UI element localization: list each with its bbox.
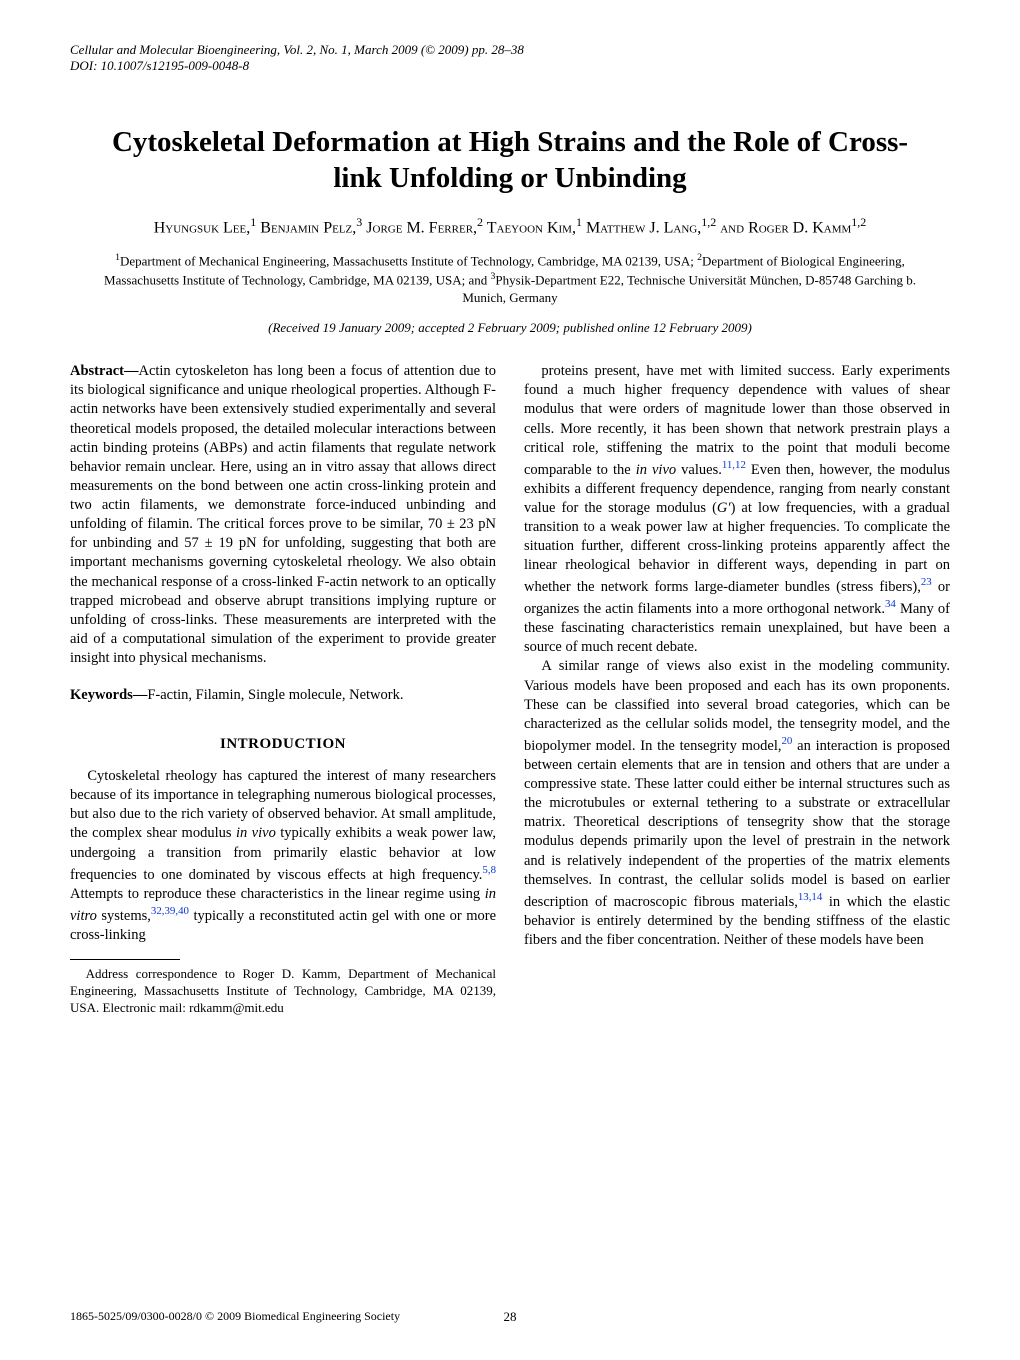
- section-heading-introduction: INTRODUCTION: [70, 735, 496, 755]
- journal-line: Cellular and Molecular Bioengineering, V…: [70, 42, 524, 58]
- running-head-left: Cellular and Molecular Bioengineering, V…: [70, 42, 524, 74]
- footer-left: 1865-5025/09/0300-0028/0 © 2009 Biomedic…: [70, 1309, 400, 1324]
- intro-paragraph-2: proteins present, have met with limited …: [524, 362, 950, 657]
- doi-line: DOI: 10.1007/s12195-009-0048-8: [70, 58, 524, 74]
- keywords-label: Keywords—: [70, 687, 147, 703]
- received-line: (Received 19 January 2009; accepted 2 Fe…: [70, 320, 950, 336]
- intro-paragraph-3: A similar range of views also exist in t…: [524, 657, 950, 950]
- two-column-body: Abstract—Actin cytoskeleton has long bee…: [70, 362, 950, 1016]
- abstract: Abstract—Actin cytoskeleton has long bee…: [70, 362, 496, 668]
- page-number: 28: [504, 1309, 517, 1325]
- keywords-text: F-actin, Filamin, Single molecule, Netwo…: [147, 687, 403, 703]
- intro-paragraph-1: Cytoskeletal rheology has captured the i…: [70, 767, 496, 945]
- correspondence-divider: [70, 959, 180, 960]
- keywords: Keywords—F-actin, Filamin, Single molecu…: [70, 686, 496, 705]
- page-footer: 1865-5025/09/0300-0028/0 © 2009 Biomedic…: [70, 1309, 950, 1324]
- running-head: Cellular and Molecular Bioengineering, V…: [70, 42, 950, 74]
- article-title: Cytoskeletal Deformation at High Strains…: [100, 124, 920, 197]
- authors: Hyungsuk Lee,1 Benjamin Pelz,3 Jorge M. …: [70, 215, 950, 237]
- affiliations: 1Department of Mechanical Engineering, M…: [90, 251, 930, 306]
- page: Cellular and Molecular Bioengineering, V…: [0, 0, 1020, 1360]
- abstract-text: Actin cytoskeleton has long been a focus…: [70, 363, 496, 666]
- correspondence: Address correspondence to Roger D. Kamm,…: [70, 966, 496, 1017]
- abstract-label: Abstract—: [70, 363, 138, 379]
